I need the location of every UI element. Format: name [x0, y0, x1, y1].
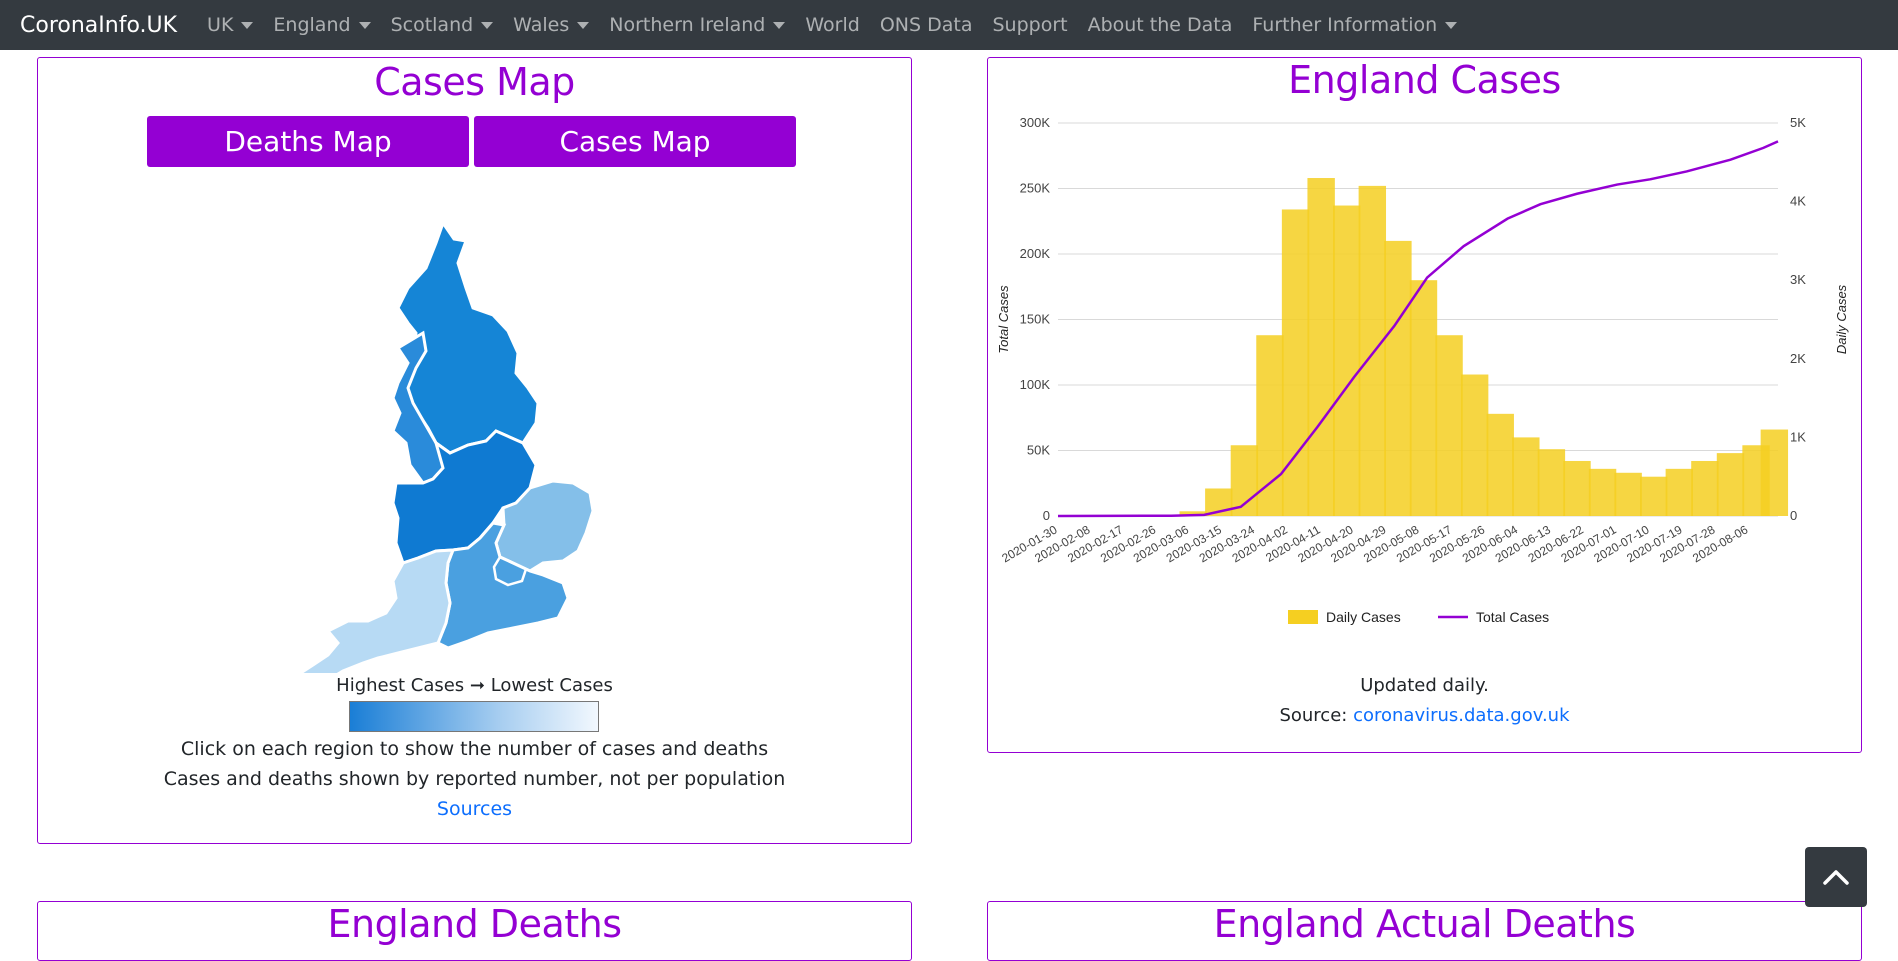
- nav-item-wales[interactable]: Wales: [513, 14, 589, 36]
- map-card-title: Cases Map: [38, 60, 911, 104]
- daily-cases-bar: [1512, 437, 1539, 516]
- y-left-tick-label: 300K: [1020, 115, 1051, 130]
- cases-map-card: Cases Map Deaths Map Cases Map Highest C…: [37, 57, 912, 844]
- nav-item-further-information[interactable]: Further Information: [1252, 14, 1457, 36]
- legend-daily-swatch: [1288, 610, 1318, 624]
- caret-down-icon: [481, 22, 493, 29]
- daily-cases-bar: [1666, 469, 1693, 516]
- nav-item-label: Wales: [513, 14, 569, 36]
- nav-item-england[interactable]: England: [273, 14, 370, 36]
- daily-cases-bar: [1384, 241, 1411, 516]
- daily-cases-bar: [1256, 335, 1283, 516]
- source-link[interactable]: coronavirus.data.gov.uk: [1353, 705, 1569, 726]
- daily-cases-bar: [1589, 469, 1616, 516]
- y-left-tick-label: 250K: [1020, 181, 1051, 196]
- scroll-to-top-button[interactable]: [1805, 847, 1867, 907]
- legend-daily-label: Daily Cases: [1326, 609, 1401, 625]
- updated-text: Updated daily.: [988, 675, 1861, 696]
- actual-deaths-card-title: England Actual Deaths: [988, 902, 1861, 946]
- daily-cases-bar: [1717, 453, 1744, 516]
- y-right-tick-label: 1K: [1790, 429, 1806, 444]
- nav-item-label: UK: [207, 14, 233, 36]
- daily-cases-bar: [1691, 461, 1718, 516]
- sources-link[interactable]: Sources: [38, 798, 911, 820]
- y-left-axis-label: Total Cases: [996, 285, 1011, 354]
- nav-item-scotland[interactable]: Scotland: [391, 14, 494, 36]
- daily-cases-bar: [1282, 209, 1309, 516]
- daily-cases-bar: [1333, 206, 1360, 516]
- caret-down-icon: [241, 22, 253, 29]
- map-legend-gradient: [349, 701, 599, 732]
- y-left-tick-label: 0: [1043, 508, 1050, 523]
- nav-item-label: Further Information: [1252, 14, 1437, 36]
- daily-cases-bar: [1563, 461, 1590, 516]
- deaths-card-title: England Deaths: [38, 902, 911, 946]
- caret-down-icon: [359, 22, 371, 29]
- nav-item-label: Support: [992, 14, 1067, 36]
- y-right-axis-label: Daily Cases: [1834, 284, 1849, 354]
- y-left-tick-label: 200K: [1020, 246, 1051, 261]
- chevron-up-icon: [1822, 868, 1850, 886]
- nav-item-label: Scotland: [391, 14, 474, 36]
- nav-item-label: England: [273, 14, 350, 36]
- daily-cases-bar: [1487, 414, 1514, 516]
- y-right-tick-label: 4K: [1790, 194, 1806, 209]
- nav-item-northern-ireland[interactable]: Northern Ireland: [609, 14, 785, 36]
- legend-total-label: Total Cases: [1476, 609, 1549, 625]
- daily-cases-bar: [1461, 375, 1488, 516]
- y-right-tick-label: 5K: [1790, 115, 1806, 130]
- source-line: Source: coronavirus.data.gov.uk: [988, 705, 1861, 726]
- map-legend-title: Highest Cases ➞ Lowest Cases: [38, 675, 911, 696]
- england-deaths-card: England Deaths: [37, 901, 912, 961]
- nav-menu: UK England Scotland Wales Northern Ireland Wo…: [207, 14, 1477, 36]
- map-info-line-1: Click on each region to show the number …: [38, 738, 911, 760]
- daily-cases-bar: [1307, 178, 1334, 516]
- region-southwest[interactable]: [283, 550, 453, 673]
- caret-down-icon: [773, 22, 785, 29]
- caret-down-icon: [577, 22, 589, 29]
- nav-item-label: ONS Data: [880, 14, 973, 36]
- nav-item-about-the-data[interactable]: About the Data: [1088, 14, 1233, 36]
- nav-item-label: Northern Ireland: [609, 14, 765, 36]
- england-region-map: [268, 203, 688, 673]
- deaths-map-button[interactable]: Deaths Map: [147, 116, 469, 167]
- daily-cases-bar: [1410, 280, 1437, 516]
- y-right-tick-label: 2K: [1790, 351, 1806, 366]
- daily-cases-bar: [1640, 477, 1667, 516]
- daily-cases-bar: [1538, 449, 1565, 516]
- daily-cases-bar: [1614, 473, 1641, 516]
- y-left-tick-label: 150K: [1020, 312, 1051, 327]
- nav-item-ons-data[interactable]: ONS Data: [880, 14, 973, 36]
- daily-cases-bar: [1761, 430, 1788, 516]
- england-cases-chart: 0 50K 100K 150K 200K 250K 300K 0 1K 2K 3K 4K 5K Total…: [988, 58, 1861, 658]
- cases-map-button[interactable]: Cases Map: [474, 116, 796, 167]
- source-prefix: Source:: [1279, 705, 1347, 726]
- y-right-tick-label: 0: [1790, 508, 1797, 523]
- daily-cases-bar: [1435, 335, 1462, 516]
- england-actual-deaths-card: England Actual Deaths: [987, 901, 1862, 961]
- y-right-tick-label: 3K: [1790, 272, 1806, 287]
- y-left-tick-label: 50K: [1027, 443, 1050, 458]
- caret-down-icon: [1445, 22, 1457, 29]
- nav-item-uk[interactable]: UK: [207, 14, 253, 36]
- nav-item-support[interactable]: Support: [992, 14, 1067, 36]
- nav-item-label: About the Data: [1088, 14, 1233, 36]
- map-info-line-2: Cases and deaths shown by reported numbe…: [38, 768, 911, 790]
- top-navbar: CoronaInfo.UK UK England Scotland Wales Nort…: [0, 0, 1898, 50]
- y-left-tick-label: 100K: [1020, 377, 1051, 392]
- daily-cases-bar: [1359, 186, 1386, 516]
- nav-item-label: World: [805, 14, 859, 36]
- brand-logo[interactable]: CoronaInfo.UK: [20, 13, 177, 38]
- nav-item-world[interactable]: World: [805, 14, 859, 36]
